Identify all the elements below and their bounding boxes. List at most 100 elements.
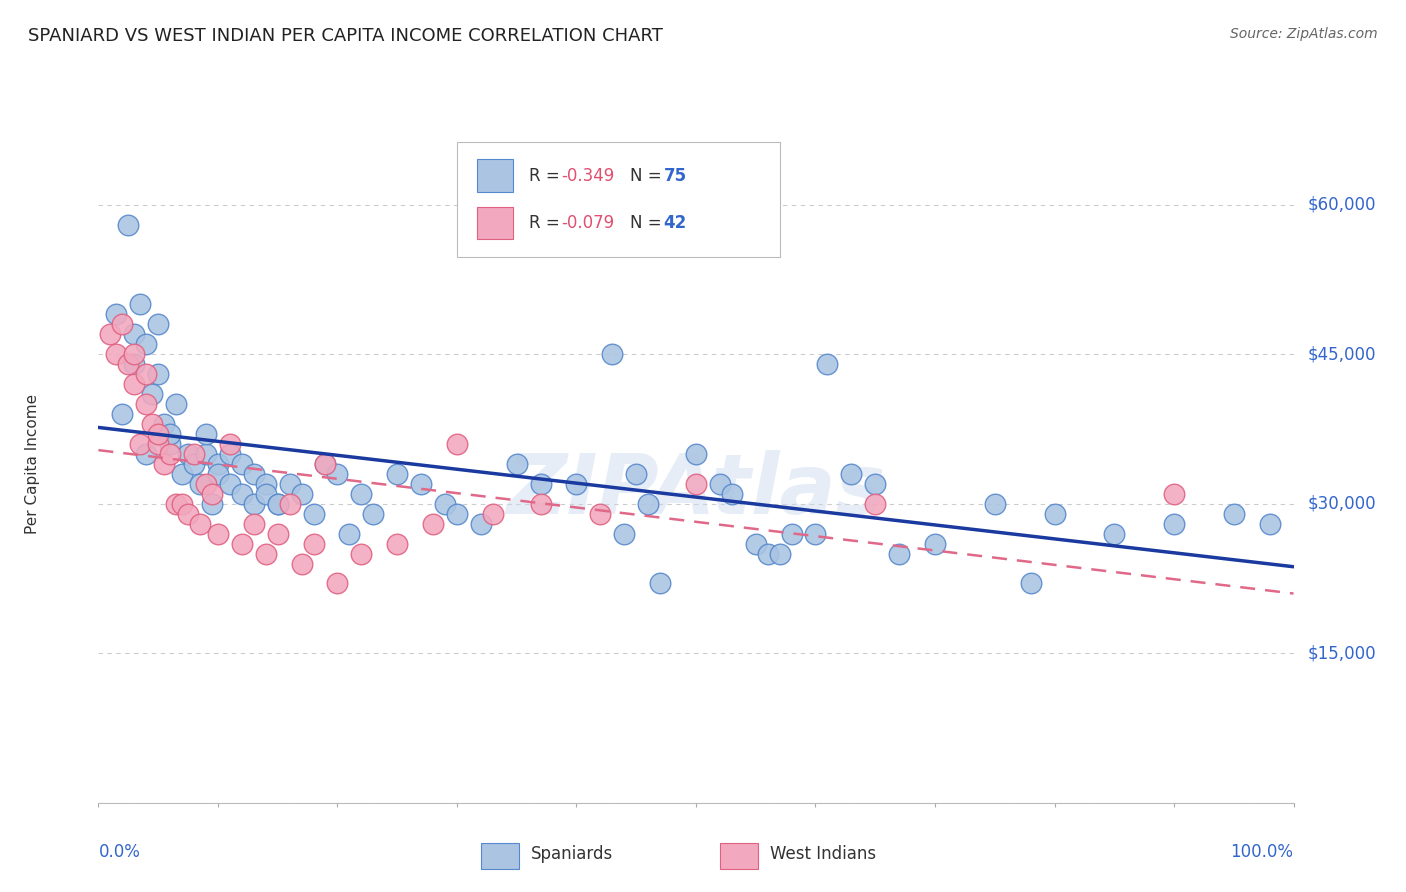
- FancyBboxPatch shape: [477, 160, 513, 192]
- Point: [470, 516, 492, 531]
- Point: [98, 327, 122, 342]
- Point: [315, 457, 337, 471]
- Text: -0.349: -0.349: [561, 167, 614, 185]
- Point: [159, 447, 181, 461]
- Point: [129, 437, 152, 451]
- Point: [481, 507, 505, 521]
- Point: [863, 476, 886, 491]
- Point: [983, 497, 1005, 511]
- Point: [231, 487, 253, 501]
- Point: [135, 337, 157, 351]
- Point: [159, 437, 181, 451]
- Text: N =: N =: [630, 214, 666, 232]
- Point: [124, 377, 146, 392]
- Text: $60,000: $60,000: [1308, 195, 1376, 214]
- Point: [267, 526, 290, 541]
- Text: -0.079: -0.079: [561, 214, 614, 232]
- Text: 42: 42: [664, 214, 688, 232]
- Point: [111, 407, 134, 421]
- FancyBboxPatch shape: [477, 207, 513, 239]
- Point: [1019, 576, 1042, 591]
- Point: [278, 476, 301, 491]
- Point: [177, 447, 200, 461]
- Point: [124, 357, 146, 371]
- Point: [124, 327, 146, 342]
- Point: [565, 476, 588, 491]
- Point: [105, 307, 128, 321]
- Point: [135, 447, 157, 461]
- Point: [685, 476, 707, 491]
- Point: [804, 526, 827, 541]
- Point: [302, 536, 325, 550]
- Point: [685, 447, 707, 461]
- FancyBboxPatch shape: [481, 843, 519, 869]
- Point: [411, 476, 433, 491]
- Point: [863, 497, 886, 511]
- Point: [363, 507, 385, 521]
- FancyBboxPatch shape: [457, 142, 779, 257]
- Point: [302, 507, 325, 521]
- Text: Per Capita Income: Per Capita Income: [25, 393, 41, 534]
- Point: [350, 487, 373, 501]
- Point: [745, 536, 768, 550]
- Point: [159, 426, 181, 441]
- Point: [267, 497, 290, 511]
- Point: [129, 297, 152, 311]
- Text: N =: N =: [630, 167, 666, 185]
- Point: [148, 318, 170, 332]
- Point: [529, 476, 551, 491]
- Point: [188, 516, 211, 531]
- Point: [194, 476, 217, 491]
- Text: ZIPAtlas: ZIPAtlas: [506, 450, 886, 532]
- Point: [1222, 507, 1246, 521]
- Point: [124, 347, 146, 361]
- Point: [350, 547, 373, 561]
- Point: [600, 347, 623, 361]
- Point: [290, 557, 312, 571]
- Point: [924, 536, 946, 550]
- Point: [1102, 526, 1125, 541]
- Point: [207, 467, 229, 481]
- Point: [243, 497, 266, 511]
- Point: [219, 437, 242, 451]
- Point: [148, 437, 170, 451]
- Point: [721, 487, 744, 501]
- Text: West Indians: West Indians: [770, 845, 876, 863]
- Point: [172, 467, 194, 481]
- Point: [135, 367, 157, 381]
- Point: [153, 417, 176, 431]
- Text: $45,000: $45,000: [1308, 345, 1376, 363]
- Point: [326, 576, 349, 591]
- Point: [446, 437, 468, 451]
- Point: [254, 487, 277, 501]
- Point: [135, 397, 157, 411]
- Point: [207, 457, 229, 471]
- Point: [188, 476, 211, 491]
- Point: [589, 507, 612, 521]
- Point: [768, 547, 790, 561]
- Point: [172, 497, 194, 511]
- Point: [422, 516, 444, 531]
- Point: [889, 547, 911, 561]
- Point: [153, 457, 176, 471]
- Point: [254, 476, 277, 491]
- Point: [433, 497, 456, 511]
- Point: [637, 497, 659, 511]
- Text: 0.0%: 0.0%: [98, 844, 141, 862]
- Point: [141, 417, 163, 431]
- Point: [243, 467, 266, 481]
- Point: [201, 497, 224, 511]
- Point: [165, 397, 187, 411]
- Text: $15,000: $15,000: [1308, 644, 1376, 662]
- Point: [815, 357, 838, 371]
- FancyBboxPatch shape: [720, 843, 758, 869]
- Text: $30,000: $30,000: [1308, 495, 1376, 513]
- Point: [231, 536, 253, 550]
- Point: [648, 576, 672, 591]
- Point: [148, 367, 170, 381]
- Point: [506, 457, 529, 471]
- Point: [141, 387, 163, 401]
- Point: [709, 476, 731, 491]
- Point: [446, 507, 468, 521]
- Point: [111, 318, 134, 332]
